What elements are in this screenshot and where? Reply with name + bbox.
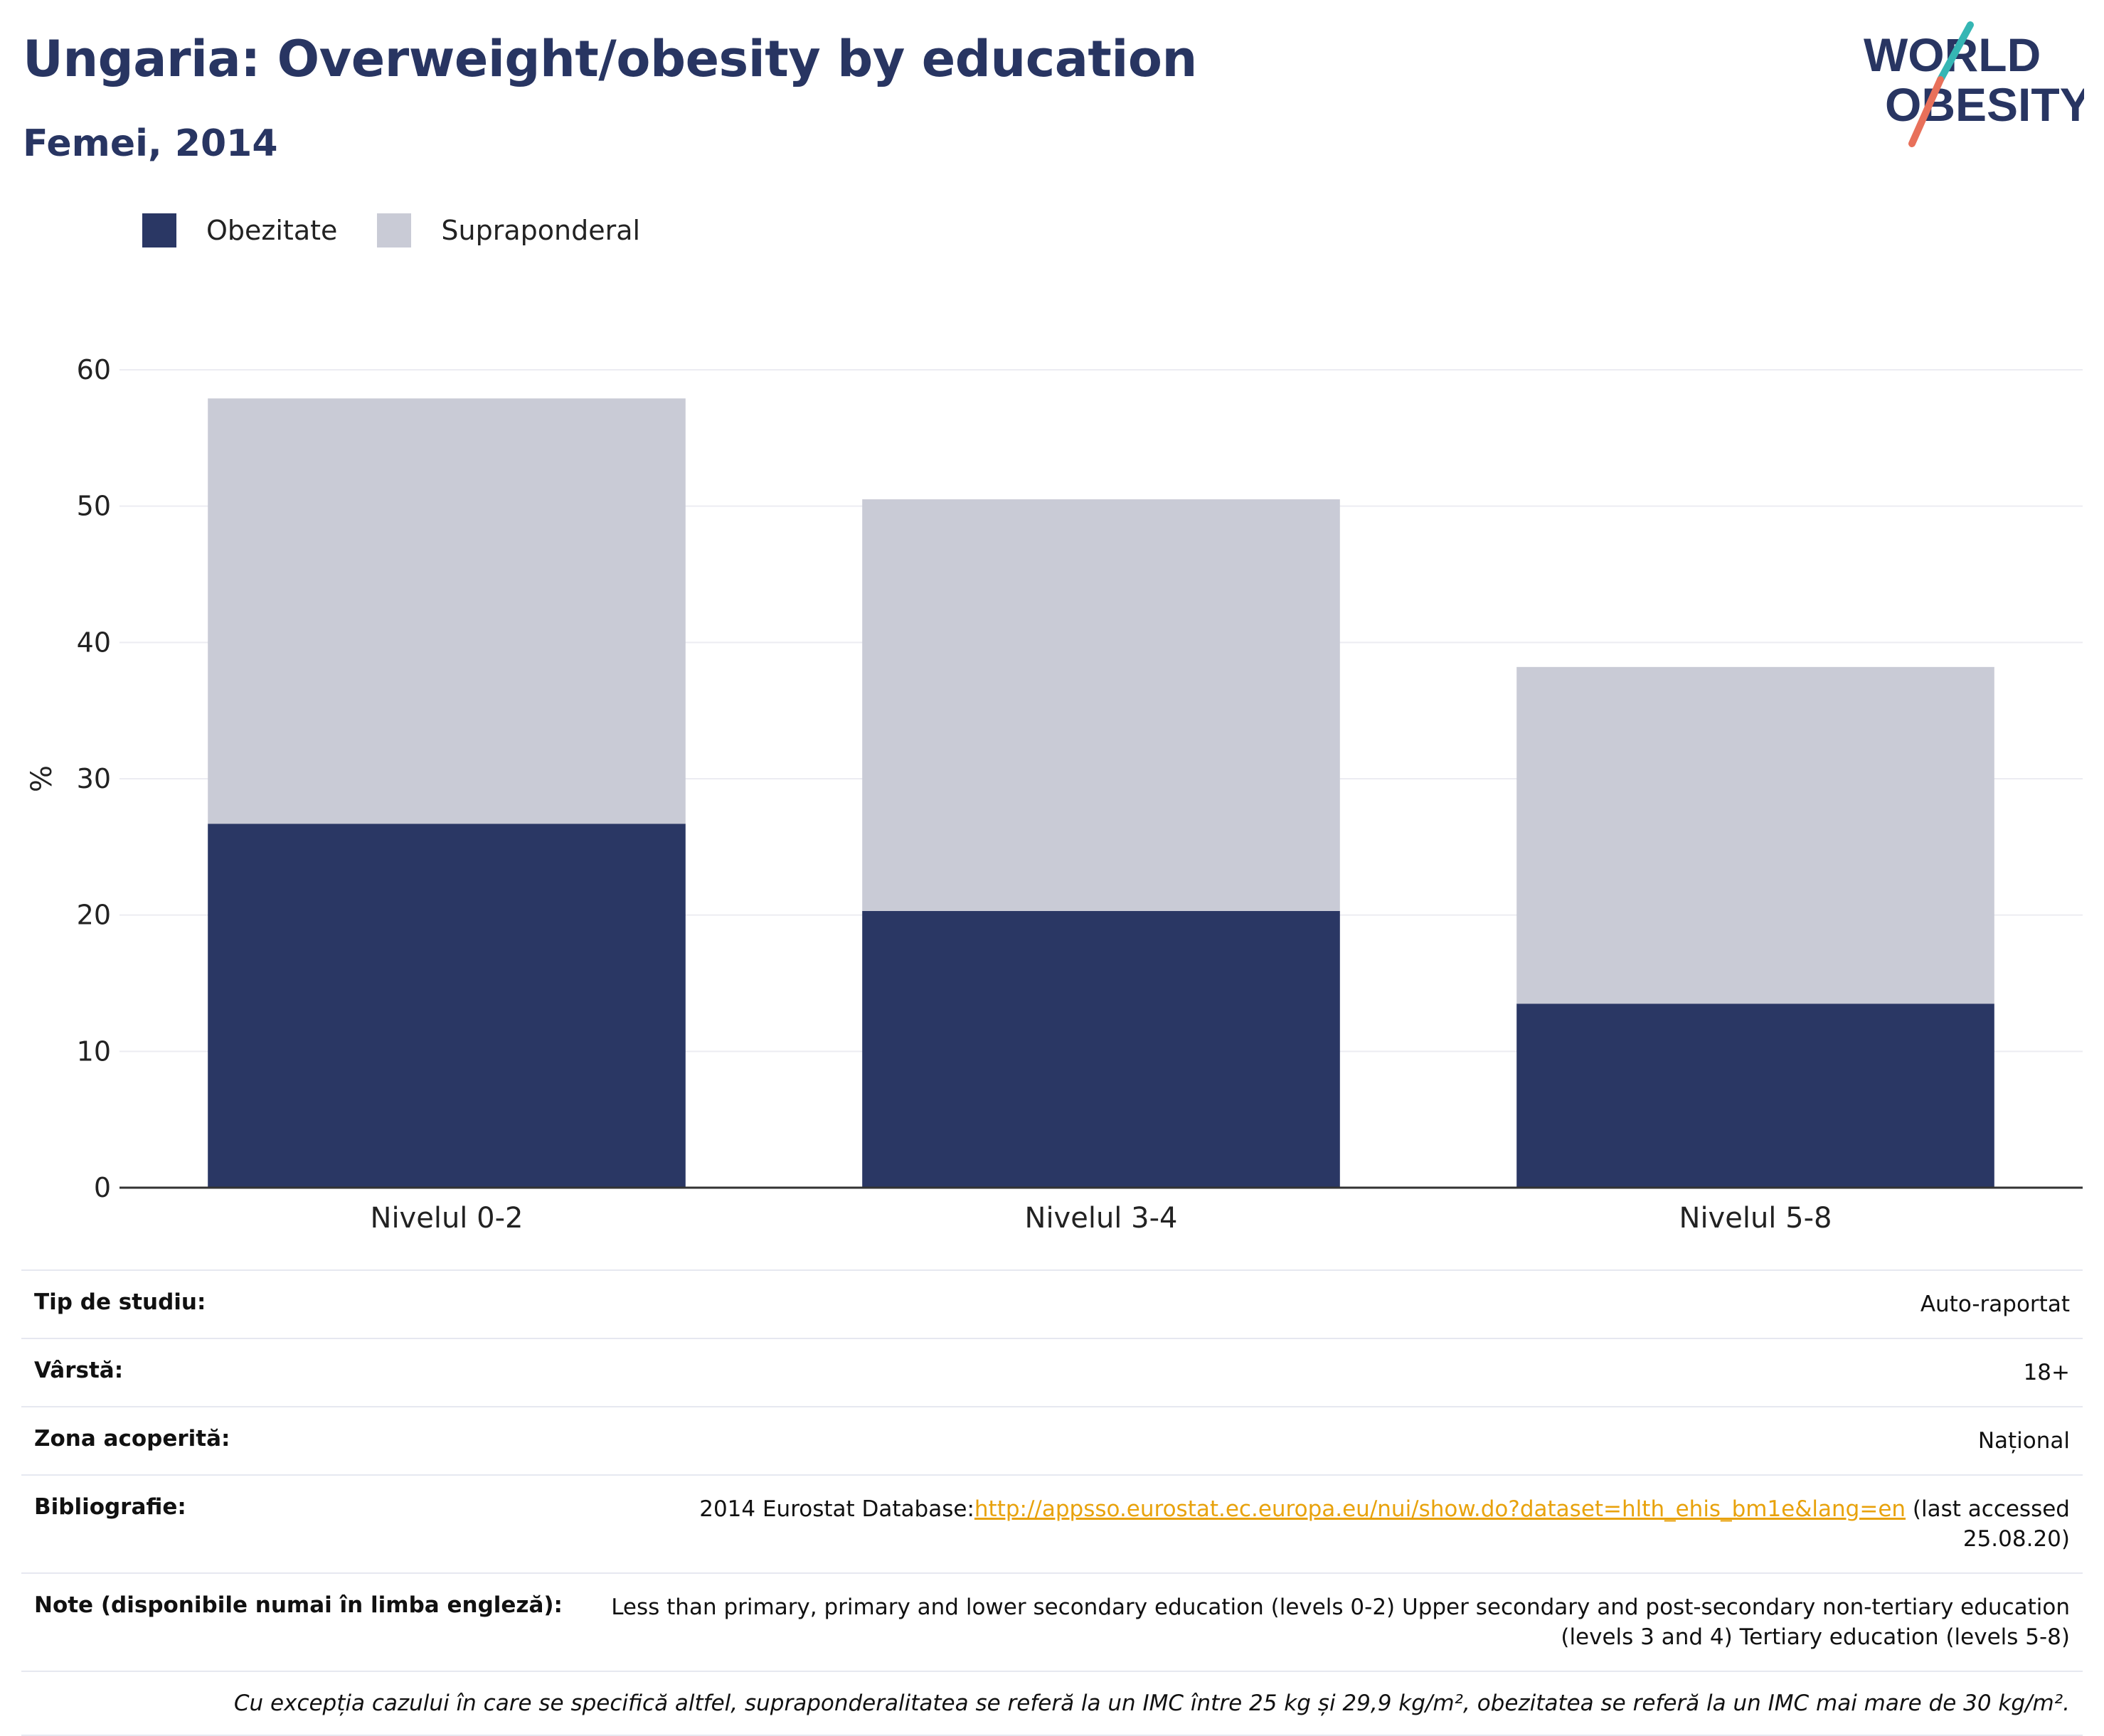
bar-obesity [1516, 1003, 1994, 1188]
info-row-notes: Note (disponibile numai în limba engleză… [21, 1572, 2083, 1671]
legend-item-obesity[interactable]: Obezitate [142, 213, 337, 247]
info-row-footnote: Cu excepția cazului în care se specifică… [21, 1671, 2083, 1736]
bibliography-suffix: (last accessed 25.08.20) [1906, 1496, 2070, 1552]
x-tick-label: Nivelul 0-2 [371, 1202, 524, 1230]
x-tick-label: Nivelul 5-8 [1679, 1202, 1832, 1230]
y-tick-label: 20 [77, 900, 111, 931]
y-tick-label: 30 [77, 763, 111, 794]
info-value-coverage: Național [588, 1406, 2083, 1475]
y-axis-title: % [26, 765, 58, 792]
legend-item-overweight[interactable]: Supraponderal [377, 213, 640, 247]
stacked-bar-chart: 0 10 20 30 40 50 60% Nivelul 0-2 Nivelul 3-4 Nive… [26, 354, 2083, 1230]
bar-overweight [862, 499, 1340, 911]
info-value-study-type: Auto-raportat [588, 1269, 2083, 1338]
chart-legend: Obezitate Supraponderal [142, 212, 680, 249]
info-key-coverage: Zona acoperită: [21, 1406, 588, 1475]
chart-subtitle: Femei, 2014 [23, 122, 278, 165]
y-tick-label: 60 [77, 354, 111, 385]
info-value-bibliography: 2014 Eurostat Database:http://appsso.eur… [588, 1474, 2083, 1573]
y-tick-label: 10 [77, 1035, 111, 1067]
info-key-study-type: Tip de studiu: [21, 1269, 588, 1338]
info-key-bibliography: Bibliografie: [21, 1474, 588, 1573]
bar-obesity [208, 824, 686, 1188]
bar-overweight [1516, 666, 1994, 1004]
info-value-notes: Less than primary, primary and lower sec… [588, 1572, 2083, 1671]
logo-slash-teal [1937, 21, 1974, 83]
y-tick-label: 40 [77, 627, 111, 658]
info-row-age: Vârstă: 18+ [21, 1338, 2083, 1407]
info-table: Tip de studiu: Auto-raportat Vârstă: 18+… [21, 1269, 2083, 1736]
y-tick-label: 0 [94, 1172, 111, 1203]
info-key-age: Vârstă: [21, 1338, 588, 1407]
info-footnote: Cu excepția cazului în care se specifică… [21, 1671, 2083, 1736]
logo-slash-coral [1908, 76, 1944, 147]
chart-title: Ungaria: Overweight/obesity by education [23, 30, 1197, 88]
info-value-age: 18+ [588, 1338, 2083, 1407]
y-tick-label: 50 [77, 491, 111, 522]
bar-obesity [862, 910, 1340, 1188]
info-row-bibliography: Bibliografie: 2014 Eurostat Database:htt… [21, 1474, 2083, 1573]
info-key-notes: Note (disponibile numai în limba engleză… [21, 1572, 588, 1671]
x-tick-label: Nivelul 3-4 [1025, 1202, 1178, 1230]
logo-word-obesity: OBESITY [1885, 78, 2084, 131]
info-row-study-type: Tip de studiu: Auto-raportat [21, 1269, 2083, 1338]
bibliography-prefix: 2014 Eurostat Database: [699, 1496, 974, 1522]
legend-label-obesity: Obezitate [206, 215, 338, 246]
legend-swatch-obesity [142, 213, 176, 247]
world-obesity-logo: WORLD OBESITY [1864, 21, 2084, 147]
bibliography-link[interactable]: http://appsso.eurostat.ec.europa.eu/nui/… [974, 1496, 1906, 1522]
bar-overweight [208, 398, 686, 824]
legend-label-overweight: Supraponderal [441, 215, 641, 246]
info-row-coverage: Zona acoperită: Național [21, 1406, 2083, 1475]
legend-swatch-overweight [377, 213, 412, 247]
